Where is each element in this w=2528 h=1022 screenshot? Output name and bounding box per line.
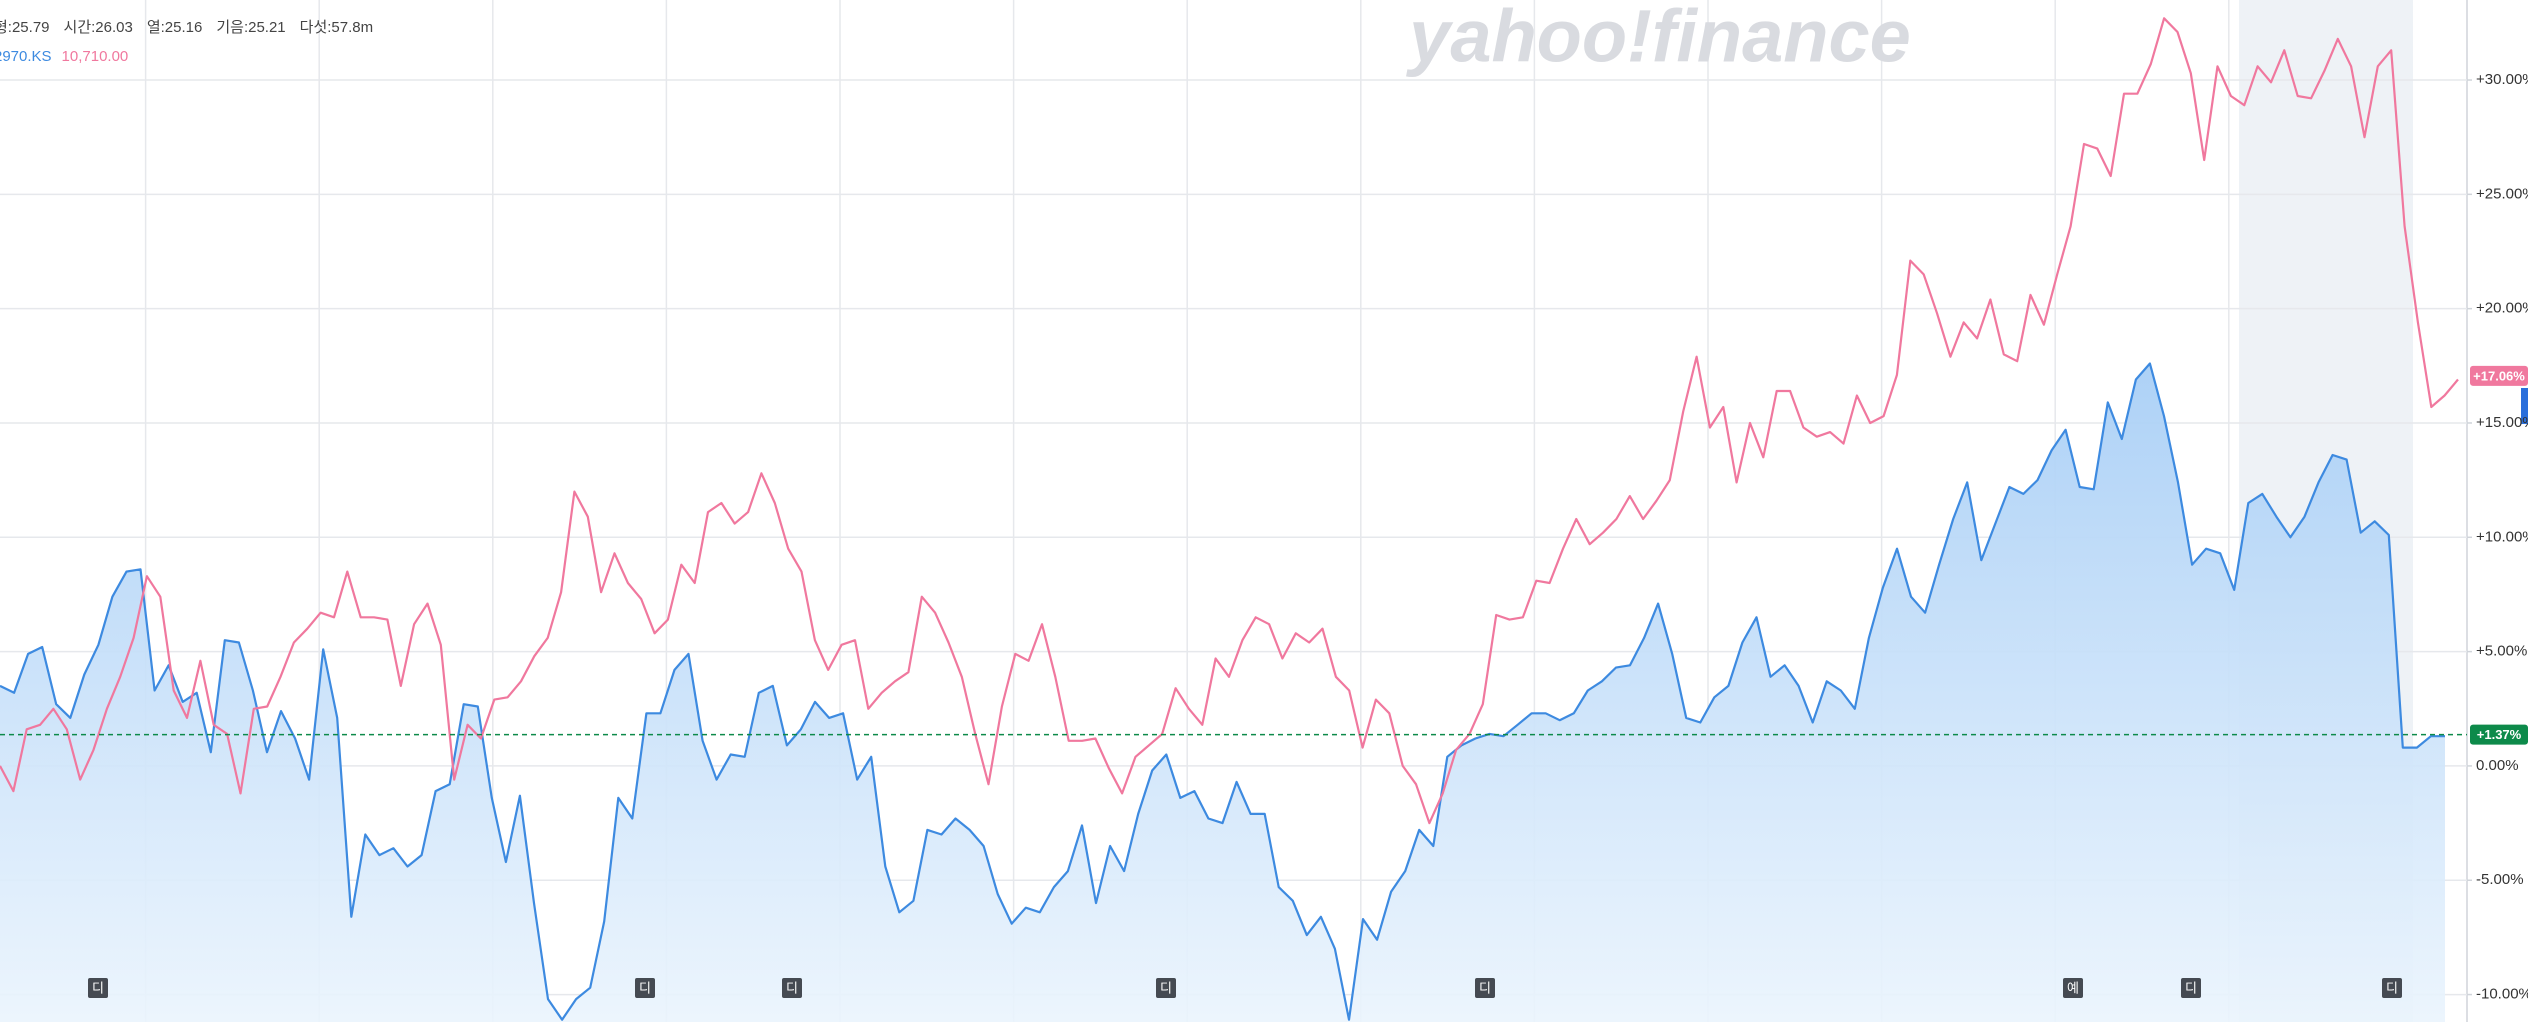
event-marker-label: 디 (786, 980, 798, 995)
header-stat: 열:25.16 (147, 19, 203, 36)
event-marker-box (88, 978, 108, 998)
y-tick-label: +5.00% (2476, 643, 2527, 660)
series-line (0, 362, 2445, 1021)
side-tab[interactable] (2521, 388, 2528, 424)
event-marker[interactable]: 디 (635, 978, 655, 998)
event-marker-box (1475, 978, 1495, 998)
legend-symbol: 2970.KS (0, 48, 52, 65)
event-marker-box (635, 978, 655, 998)
current-value-badge (2470, 365, 2528, 386)
event-marker-label: 디 (1479, 980, 1491, 995)
event-marker[interactable]: 예 (2063, 978, 2083, 998)
event-marker[interactable]: 디 (2382, 978, 2402, 998)
event-marker[interactable]: 디 (1156, 978, 1176, 998)
y-tick-label: -5.00% (2476, 871, 2524, 888)
legend-price: 10,710.00 (62, 48, 129, 65)
series-area (0, 363, 2445, 1022)
event-marker-label: 디 (92, 980, 104, 995)
y-tick-label: 0.00% (2476, 757, 2519, 774)
event-marker-label: 디 (2185, 980, 2197, 995)
header-stat: 기음:25.21 (216, 19, 285, 36)
current-value-badge (2470, 724, 2528, 745)
event-marker[interactable]: 디 (782, 978, 802, 998)
event-marker-box (2063, 978, 2083, 998)
event-marker-label: 디 (639, 980, 651, 995)
current-value-label: +1.37% (2477, 727, 2522, 742)
current-value-label: +17.06% (2473, 368, 2525, 383)
y-tick-label: +15.00% (2476, 414, 2528, 431)
event-marker-label: 디 (1160, 980, 1172, 995)
header-stat: 형:25.79 (0, 19, 50, 36)
event-marker[interactable]: 디 (88, 978, 108, 998)
y-tick-label: +30.00% (2476, 71, 2528, 88)
y-tick-label: +25.00% (2476, 185, 2528, 202)
event-marker-box (782, 978, 802, 998)
header-stat: 다섯:57.8m (300, 19, 373, 36)
event-marker-box (2181, 978, 2201, 998)
header-stat: 시간:26.03 (64, 19, 133, 36)
watermark: yahoo!finance (1405, 0, 1911, 78)
event-marker[interactable]: 디 (1475, 978, 1495, 998)
y-tick-label: -10.00% (2476, 986, 2528, 1003)
event-marker-box (1156, 978, 1176, 998)
y-tick-label: +10.00% (2476, 528, 2528, 545)
event-marker-label: 예 (2067, 980, 2079, 995)
y-tick-label: +20.00% (2476, 300, 2528, 317)
series-line (0, 17, 2459, 825)
event-marker[interactable]: 디 (2181, 978, 2201, 998)
event-marker-label: 디 (2386, 980, 2398, 995)
event-marker-box (2382, 978, 2402, 998)
